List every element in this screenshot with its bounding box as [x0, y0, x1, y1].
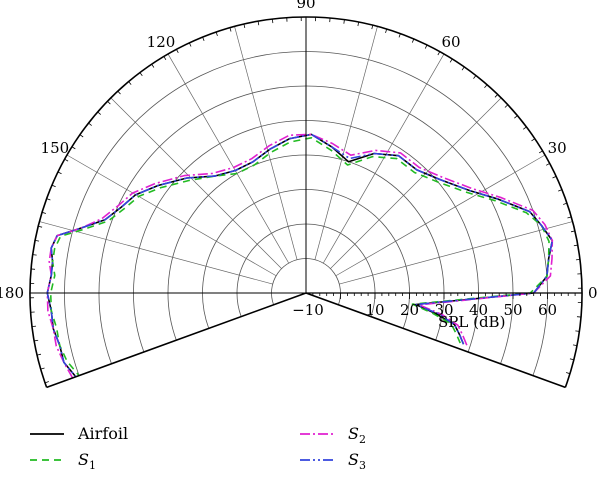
angular-minor-tick [117, 90, 121, 95]
angular-minor-tick [97, 111, 101, 115]
angular-minor-tick [570, 230, 576, 233]
radial-tick-label-0: −10 [292, 301, 324, 319]
angular-minor-tick [494, 94, 499, 98]
angular-minor-tick [79, 134, 84, 138]
angular-minor-tick [151, 63, 155, 68]
angular-minor-tick [572, 344, 578, 347]
angular-minor-tick [357, 21, 360, 27]
radial-tick-label-2: 20 [400, 301, 419, 319]
grid-spoke-30 [335, 154, 546, 277]
angular-minor-tick [424, 44, 428, 49]
angular-minor-tick [484, 84, 488, 88]
angular-minor-tick [38, 225, 43, 228]
angular-minor-tick [567, 216, 572, 219]
angular-minor-tick [538, 150, 543, 154]
grid-spoke-150 [66, 154, 277, 277]
angular-minor-tick [176, 49, 179, 54]
angular-minor-tick [51, 184, 56, 188]
angular-minor-tick [243, 23, 246, 29]
angle-tick-label-120: 120 [147, 33, 176, 51]
angular-minor-tick [139, 72, 143, 77]
angular-minor-tick [88, 122, 92, 126]
angular-minor-tick [449, 58, 453, 63]
angular-minor-tick [128, 81, 132, 85]
angular-minor-tick [202, 36, 205, 41]
angle-tick-label-90: 90 [296, 0, 315, 12]
angular-minor-tick [229, 27, 232, 32]
angle-tick-label-0: 0 [588, 284, 598, 302]
series-line-s3 [46, 133, 554, 378]
radial-tick-label-4: 40 [469, 301, 488, 319]
radial-axis-title: SPL (dB) [438, 313, 505, 331]
wedge-edge-right [305, 292, 566, 389]
angular-minor-tick [461, 66, 465, 71]
grid-spoke-120 [167, 53, 290, 264]
angular-minor-tick [575, 330, 580, 332]
angular-minor-tick [569, 358, 574, 361]
grid-spoke-75 [314, 26, 378, 260]
angular-minor-tick [514, 115, 518, 119]
angular-minor-tick [107, 100, 111, 105]
legend-label-s2: S2 [348, 424, 366, 446]
angular-minor-tick [561, 385, 566, 388]
series-lines [46, 133, 554, 379]
angular-minor-tick [64, 158, 69, 162]
radial-tick-label-3: 30 [434, 301, 453, 319]
angular-minor-tick [545, 163, 550, 166]
angular-minor-tick [34, 239, 40, 242]
grid-spoke-105 [234, 26, 298, 260]
legend-label-s1: S1 [78, 450, 96, 472]
angular-minor-tick [398, 33, 401, 38]
angular-minor-tick [371, 25, 374, 30]
legend-label-airfoil: Airfoil [77, 424, 128, 443]
angular-minor-tick [41, 211, 47, 214]
angular-minor-tick [385, 28, 388, 34]
series-line-s2 [46, 133, 554, 379]
angular-minor-tick [57, 171, 62, 175]
series-line-s1 [49, 137, 550, 377]
angular-minor-tick [411, 38, 415, 43]
wedge-edge-left [46, 292, 307, 389]
grid-spoke-135 [110, 97, 282, 269]
angular-minor-tick [36, 353, 42, 356]
angular-minor-tick [46, 198, 51, 201]
angular-minor-tick [531, 138, 536, 142]
angular-minor-tick [188, 42, 192, 47]
angular-minor-tick [257, 21, 260, 26]
grid-spoke-45 [330, 97, 502, 269]
angular-minor-tick [565, 372, 571, 375]
radial-tick-label-5: 50 [503, 301, 522, 319]
grid-spoke-165 [39, 221, 273, 285]
angular-minor-tick [40, 367, 45, 370]
chart-frame [29, 16, 583, 389]
angle-tick-label-60: 60 [441, 33, 460, 51]
angular-minor-tick [343, 19, 345, 24]
grid-spoke-60 [322, 53, 445, 264]
angular-minor-tick [522, 126, 527, 130]
angular-minor-tick [71, 146, 76, 150]
angular-minor-tick [552, 175, 557, 179]
angular-minor-tick [215, 31, 218, 36]
angular-minor-tick [573, 244, 578, 247]
angular-minor-tick [163, 56, 167, 61]
angular-minor-tick [563, 202, 568, 205]
radial-tick-label-1: 10 [365, 301, 384, 319]
axis-labels: SPL (dB) 0 30 60 90 120 150 180 −10 10 20 30 40 50 60 [0, 0, 598, 331]
angle-tick-label-30: 30 [548, 139, 567, 157]
angular-minor-tick [558, 189, 563, 192]
angular-minor-tick [32, 254, 37, 256]
angular-minor-tick [34, 339, 39, 342]
angle-tick-label-180: 180 [0, 284, 24, 302]
angular-minor-tick [473, 75, 477, 79]
series-line-airfoil [46, 133, 554, 378]
legend: Airfoil S1 S2 S3 [30, 424, 366, 472]
angular-minor-tick [44, 381, 49, 384]
legend-label-s3: S3 [348, 450, 366, 472]
angular-minor-tick [437, 51, 441, 56]
angular-minor-tick [504, 104, 509, 108]
grid-spoke-15 [339, 221, 573, 285]
radial-tick-label-6: 60 [538, 301, 557, 319]
angle-tick-label-150: 150 [41, 139, 70, 157]
